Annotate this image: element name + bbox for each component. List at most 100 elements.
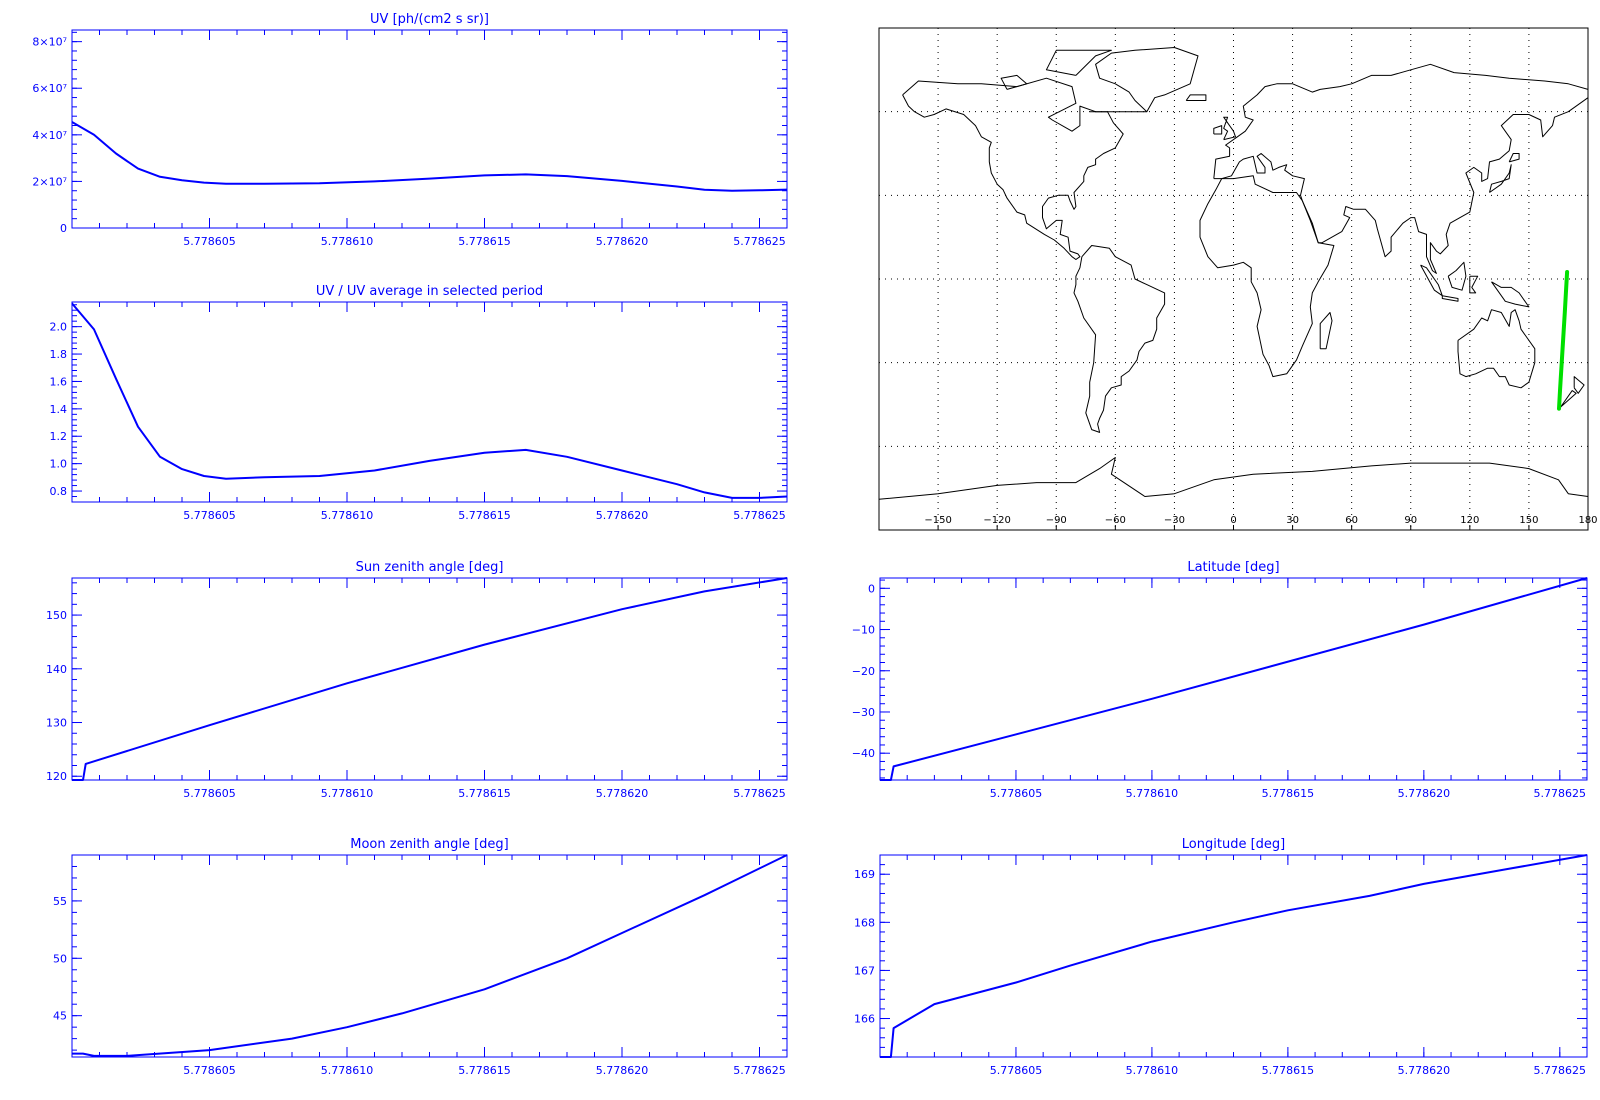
plot-title: UV / UV average in selected period — [316, 284, 543, 299]
y-tick-label: −30 — [852, 706, 875, 719]
y-tick-label: −40 — [852, 747, 875, 760]
x-tick-label: 5.778610 — [321, 787, 374, 800]
coastline — [1185, 94, 1207, 101]
uv-radiance-plot: UV [ph/(cm2 s sr)] 5.778605 5.778610 5.7786… — [32, 12, 788, 248]
y-tick-label: 45 — [53, 1010, 67, 1023]
y-tick-label: 0 — [868, 582, 875, 595]
lon-tick-label: −30 — [1164, 515, 1185, 526]
y-tick-label: 150 — [46, 609, 67, 622]
plot-title: UV [ph/(cm2 s sr)] — [370, 12, 489, 27]
y-tick-label: 0.8 — [50, 485, 68, 498]
coastline — [1319, 312, 1333, 350]
series-line — [72, 577, 788, 781]
x-tick-label: 5.778605 — [183, 509, 236, 522]
satellite-ground-track — [1557, 270, 1570, 411]
y-tick-label: 1.6 — [50, 375, 68, 388]
coastline — [1489, 164, 1512, 193]
coastline — [1573, 376, 1585, 394]
coastline — [1469, 275, 1479, 294]
coastline — [878, 457, 1589, 500]
lon-tick-label: 90 — [1404, 515, 1417, 526]
x-tick-label: 5.778610 — [321, 1064, 374, 1077]
y-tick-label: 140 — [46, 663, 67, 676]
coastline — [1213, 125, 1223, 135]
y-tick-label: 4×10⁷ — [32, 129, 67, 142]
x-tick-label: 5.778605 — [183, 1064, 236, 1077]
lon-tick-label: 60 — [1345, 515, 1358, 526]
y-tick-label: 55 — [53, 895, 67, 908]
plot-frame — [71, 29, 788, 229]
lon-tick-label: 0 — [1230, 515, 1236, 526]
series-line — [880, 577, 1588, 781]
x-tick-label: 5.778620 — [596, 509, 649, 522]
y-tick-label: 166 — [854, 1013, 875, 1026]
plot-title: Longitude [deg] — [1182, 837, 1285, 852]
y-tick-label: 0 — [60, 222, 67, 235]
x-tick-label: 5.778610 — [321, 509, 374, 522]
x-tick-label: 5.778610 — [1126, 787, 1179, 800]
x-tick-label: 5.778625 — [733, 235, 786, 248]
series-line — [880, 854, 1588, 1058]
x-tick-label: 5.778615 — [458, 787, 511, 800]
y-tick-label: 168 — [854, 916, 875, 929]
y-tick-label: 1.2 — [50, 430, 68, 443]
x-tick-label: 5.778625 — [733, 1064, 786, 1077]
x-tick-label: 5.778620 — [1398, 787, 1451, 800]
x-tick-label: 5.778605 — [990, 787, 1043, 800]
coastline — [1491, 281, 1530, 308]
x-tick-label: 5.778620 — [1398, 1064, 1451, 1077]
coastline — [1508, 153, 1520, 163]
x-tick-label: 5.778605 — [183, 235, 236, 248]
y-tick-label: 169 — [854, 868, 875, 881]
y-tick-label: 1.0 — [50, 458, 68, 471]
y-tick-label: 1.4 — [50, 403, 68, 416]
lon-tick-label: −90 — [1046, 515, 1067, 526]
y-tick-label: 8×10⁷ — [32, 36, 67, 49]
x-tick-label: 5.778605 — [990, 1064, 1043, 1077]
coastline — [1000, 74, 1028, 90]
coastline — [902, 77, 1124, 260]
coastline — [1441, 295, 1459, 302]
lon-tick-label: −150 — [924, 515, 951, 526]
plot-title: Moon zenith angle [deg] — [350, 837, 508, 852]
longitude-plot: Longitude [deg] 5.778605 5.778610 5.778615 5… — [854, 837, 1588, 1077]
coastline — [1420, 264, 1443, 297]
y-tick-label: 120 — [46, 770, 67, 783]
lon-tick-label: 120 — [1460, 515, 1479, 526]
uv-ratio-plot: UV / UV average in selected period 5.7786… — [50, 284, 788, 522]
lon-tick-label: −60 — [1105, 515, 1126, 526]
y-tick-label: −20 — [852, 665, 875, 678]
y-tick-label: −10 — [852, 624, 875, 637]
x-tick-label: 5.778625 — [1534, 787, 1587, 800]
plot-frame — [71, 854, 788, 1058]
y-tick-label: 1.8 — [50, 348, 68, 361]
coastline — [1559, 390, 1577, 408]
x-tick-label: 5.778625 — [733, 787, 786, 800]
x-tick-label: 5.778615 — [1262, 1064, 1315, 1077]
sun-zenith-angle-plot: Sun zenith angle [deg] 5.778605 5.778610 5.… — [46, 560, 788, 800]
coastline — [1045, 49, 1112, 76]
y-tick-label: 130 — [46, 717, 67, 730]
latitude-plot: Latitude [deg] 5.778605 5.778610 5.778615 5.… — [852, 560, 1588, 800]
x-tick-label: 5.778625 — [1534, 1064, 1587, 1077]
x-tick-label: 5.778615 — [458, 1064, 511, 1077]
y-tick-label: 2×10⁷ — [32, 175, 67, 188]
lon-tick-label: −120 — [983, 515, 1010, 526]
y-tick-label: 2.0 — [50, 321, 68, 334]
coastline — [1223, 116, 1236, 141]
series-line — [72, 854, 788, 1057]
plot-title: Latitude [deg] — [1187, 560, 1279, 575]
plot-frame — [879, 854, 1588, 1058]
x-tick-label: 5.778620 — [596, 787, 649, 800]
y-tick-label: 6×10⁷ — [32, 82, 67, 95]
plot-frame — [71, 301, 788, 503]
x-tick-label: 5.778620 — [596, 235, 649, 248]
series-line — [71, 121, 788, 192]
x-tick-label: 5.778625 — [733, 509, 786, 522]
y-tick-label: 50 — [53, 952, 67, 965]
x-tick-label: 5.778610 — [321, 235, 374, 248]
x-tick-label: 5.778620 — [596, 1064, 649, 1077]
coastline — [1199, 175, 1335, 378]
coastline — [1073, 245, 1166, 433]
lon-tick-label: 30 — [1286, 515, 1299, 526]
